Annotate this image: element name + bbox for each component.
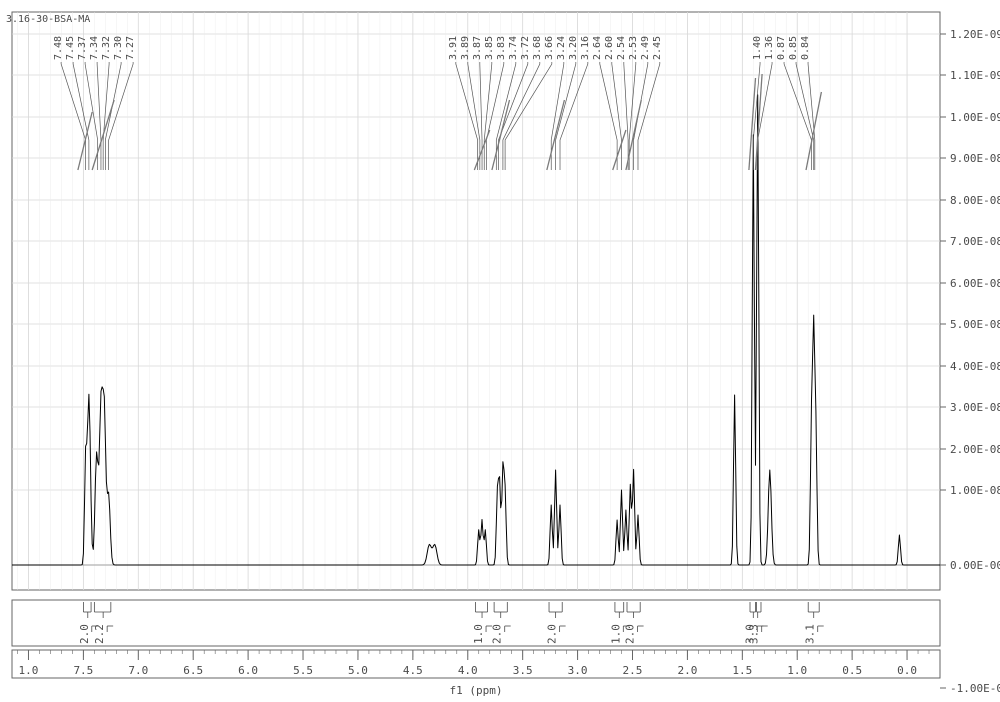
peak-label: 7.30 [113, 36, 124, 60]
x-axis-label: f1 (ppm) [450, 684, 503, 697]
x-tick-label: 2.5 [623, 664, 643, 677]
integral-label: 1.0 [472, 624, 485, 644]
peak-label: 7.37 [77, 36, 88, 60]
y-tick-label: 7.00E-08 [950, 235, 1000, 248]
nmr-svg: 1.20E-09 1.10E-09 1.00E-09 9.00E-08 8.00E-08… [0, 0, 1000, 702]
peak-label: 3.87 [472, 36, 483, 60]
peak-label: 7.34 [89, 36, 100, 60]
integral-label: 2.0 [546, 624, 559, 644]
x-tick-label: 4.5 [403, 664, 423, 677]
x-tick-label: 4.0 [458, 664, 478, 677]
peak-label: 2.45 [652, 36, 663, 60]
peak-label: 0.84 [800, 36, 811, 60]
peak-label: 3.74 [508, 36, 519, 60]
peak-label: 0.85 [788, 36, 799, 60]
integral-label: 1.0 [609, 624, 622, 644]
y-tick-label: 8.00E-08 [950, 194, 1000, 207]
y-tick-label: 1.00E-08 [950, 484, 1000, 497]
y-tick-label: 0.00E-00 [950, 559, 1000, 572]
peak-label: 2.49 [640, 36, 651, 60]
x-tick-label: 1.0 [787, 664, 807, 677]
y-tick-label: -1.00E-08 [950, 682, 1000, 695]
x-tick-label: 1.0 [19, 664, 39, 677]
peak-label: 2.53 [628, 36, 639, 60]
x-tick-label: 0.5 [842, 664, 862, 677]
integral-label: 2.0 [491, 624, 504, 644]
x-tick-label: 3.5 [513, 664, 533, 677]
peak-label: 7.45 [65, 36, 76, 60]
peak-label: 3.24 [556, 36, 567, 60]
x-tick-label: 2.0 [677, 664, 697, 677]
peak-label: 3.91 [448, 36, 459, 60]
integral-label: 3.3 [748, 624, 761, 644]
integral-label: 2.0 [78, 624, 91, 644]
y-tick-label: 1.10E-09 [950, 69, 1000, 82]
x-tick-label: 0.0 [897, 664, 917, 677]
x-tick-label: 6.5 [183, 664, 203, 677]
peak-label: 7.48 [53, 36, 64, 60]
peak-label: 3.20 [568, 36, 579, 60]
peak-label: 7.32 [101, 36, 112, 60]
x-tick-label: 7.0 [128, 664, 148, 677]
peak-label: 3.72 [520, 36, 531, 60]
x-tick-label: 6.0 [238, 664, 258, 677]
peak-label: 2.60 [604, 36, 615, 60]
peak-label: 3.68 [532, 36, 543, 60]
peak-label: 1.36 [764, 36, 775, 60]
x-tick-label: 7.5 [73, 664, 93, 677]
x-tick-label: 3.0 [568, 664, 588, 677]
y-tick-label: 1.00E-09 [950, 111, 1000, 124]
peak-label: 0.87 [776, 36, 787, 60]
integral-label: 2.0 [624, 624, 637, 644]
x-tick-label: 5.0 [348, 664, 368, 677]
peak-label: 1.40 [752, 36, 763, 60]
peak-label: 2.54 [616, 36, 627, 60]
integral-label: 3.1 [804, 624, 817, 644]
peak-label: 3.85 [484, 36, 495, 60]
y-tick-label: 5.00E-08 [950, 318, 1000, 331]
peak-label: 3.66 [544, 36, 555, 60]
y-tick-label: 3.00E-08 [950, 401, 1000, 414]
peak-label: 2.64 [592, 36, 603, 60]
peak-label: 7.27 [125, 36, 136, 60]
peak-label: 3.89 [460, 36, 471, 60]
x-tick-label: 5.5 [293, 664, 313, 677]
integral-label: 2.2 [93, 624, 106, 644]
y-tick-label: 1.20E-09 [950, 28, 1000, 41]
nmr-spectrum: 1.20E-09 1.10E-09 1.00E-09 9.00E-08 8.00E-08… [0, 0, 1000, 702]
sample-label: 3.16-30-BSA-MA [6, 14, 90, 25]
y-tick-label: 2.00E-08 [950, 443, 1000, 456]
peak-label: 3.16 [580, 36, 591, 60]
x-tick-label: 1.5 [732, 664, 752, 677]
peak-label: 3.83 [496, 36, 507, 60]
y-tick-label: 9.00E-08 [950, 152, 1000, 165]
y-tick-label: 6.00E-08 [950, 277, 1000, 290]
y-tick-label: 4.00E-08 [950, 360, 1000, 373]
